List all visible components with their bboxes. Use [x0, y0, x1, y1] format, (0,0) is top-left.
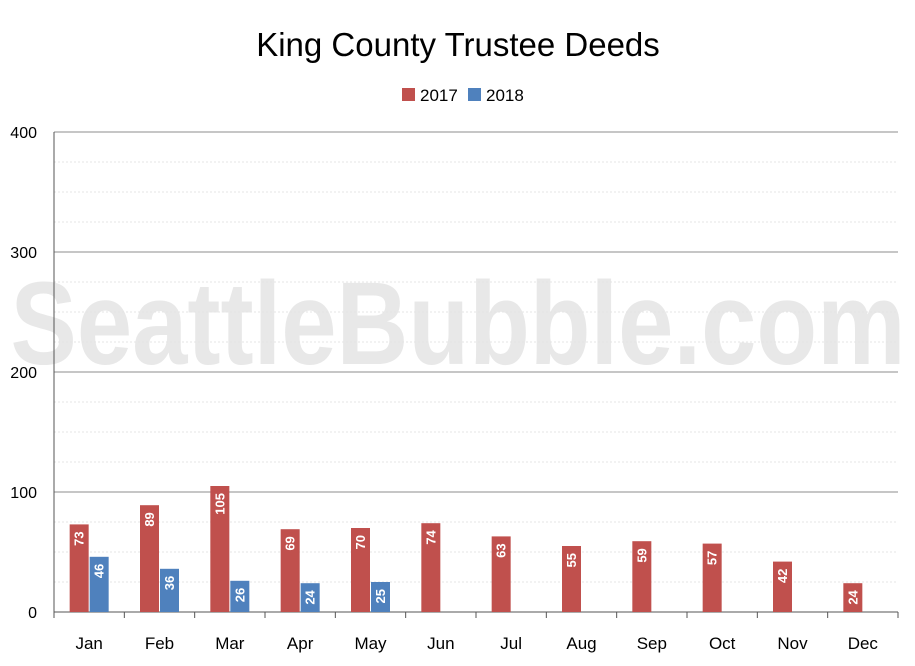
bar-2017-sep[interactable] — [632, 541, 652, 612]
data-label-2017-may: 70 — [353, 535, 368, 549]
data-label-2017-jan: 73 — [72, 531, 87, 545]
data-label-2018-mar: 26 — [232, 588, 247, 602]
y-tick-label: 300 — [10, 245, 37, 262]
legend-label-2017[interactable]: 2017 — [420, 86, 458, 105]
y-tick-label: 200 — [10, 365, 37, 382]
data-label-2018-feb: 36 — [162, 576, 177, 590]
bar-2018-apr[interactable] — [300, 583, 320, 612]
x-tick-label: Nov — [777, 634, 808, 653]
data-label-2018-apr: 24 — [303, 589, 318, 604]
x-tick-label: Feb — [145, 634, 174, 653]
x-tick-label: Sep — [637, 634, 667, 653]
x-tick-label: Oct — [709, 634, 736, 653]
bar-2018-mar[interactable] — [230, 580, 250, 612]
bar-2017-jul[interactable] — [491, 536, 511, 612]
watermark-text: SeattleBubble.com — [11, 258, 906, 390]
data-label-2017-oct: 57 — [705, 551, 720, 565]
bar-2017-mar[interactable] — [210, 486, 230, 612]
y-tick-label: 0 — [28, 605, 37, 622]
bar-2017-apr[interactable] — [280, 529, 300, 612]
data-label-2017-jul: 63 — [494, 543, 509, 557]
data-label-2017-aug: 55 — [564, 553, 579, 567]
bar-2018-feb[interactable] — [160, 568, 179, 612]
bar-2017-oct[interactable] — [702, 543, 722, 612]
data-label-2017-feb: 89 — [142, 512, 157, 526]
data-label-2018-may: 25 — [373, 589, 388, 603]
bar-2017-feb[interactable] — [140, 505, 159, 612]
bars — [69, 486, 863, 612]
axes: 0 100 200 300 400 Jan Feb Mar Apr May Jun Jul Aug Sep… — [10, 125, 899, 653]
legend-label-2018[interactable]: 2018 — [486, 86, 524, 105]
data-label-2017-dec: 24 — [845, 589, 860, 604]
bar-2017-jan[interactable] — [69, 524, 89, 612]
gridlines — [54, 131, 898, 583]
data-label-2017-sep: 59 — [634, 548, 649, 562]
x-tick-label: Jan — [75, 634, 102, 653]
x-tick-label: May — [354, 634, 387, 653]
bar-2017-may[interactable] — [351, 528, 370, 612]
x-tick-label: Jun — [427, 634, 454, 653]
data-label-2018-jan: 46 — [92, 564, 107, 578]
x-tick-label: Jul — [500, 634, 522, 653]
bar-2017-nov[interactable] — [773, 561, 792, 612]
data-label-2017-nov: 42 — [775, 569, 790, 583]
x-tick-label: Apr — [287, 634, 314, 653]
data-label-2017-mar: 105 — [212, 493, 227, 515]
y-tick-label: 400 — [10, 125, 37, 142]
bar-2018-jan[interactable] — [89, 556, 109, 612]
legend-swatch-2017[interactable] — [402, 88, 415, 101]
legend-swatch-2018[interactable] — [468, 88, 481, 101]
x-tick-label: Mar — [215, 634, 245, 653]
data-labels: 73 89 105 69 70 74 63 55 59 57 42 24 46 36 26 24 25 — [72, 493, 861, 605]
chart-title: King County Trustee Deeds — [256, 26, 660, 63]
x-tick-label: Dec — [848, 634, 879, 653]
legend[interactable]: 2017 2018 — [402, 86, 524, 105]
y-tick-label: 100 — [10, 485, 37, 502]
bar-2017-jun[interactable] — [421, 523, 441, 612]
x-tick-label: Aug — [566, 634, 596, 653]
bar-2017-dec[interactable] — [843, 583, 863, 612]
data-label-2017-apr: 69 — [283, 536, 298, 550]
data-label-2017-jun: 74 — [423, 529, 438, 544]
bar-2017-aug[interactable] — [562, 546, 581, 612]
bar-2018-may[interactable] — [371, 582, 390, 612]
